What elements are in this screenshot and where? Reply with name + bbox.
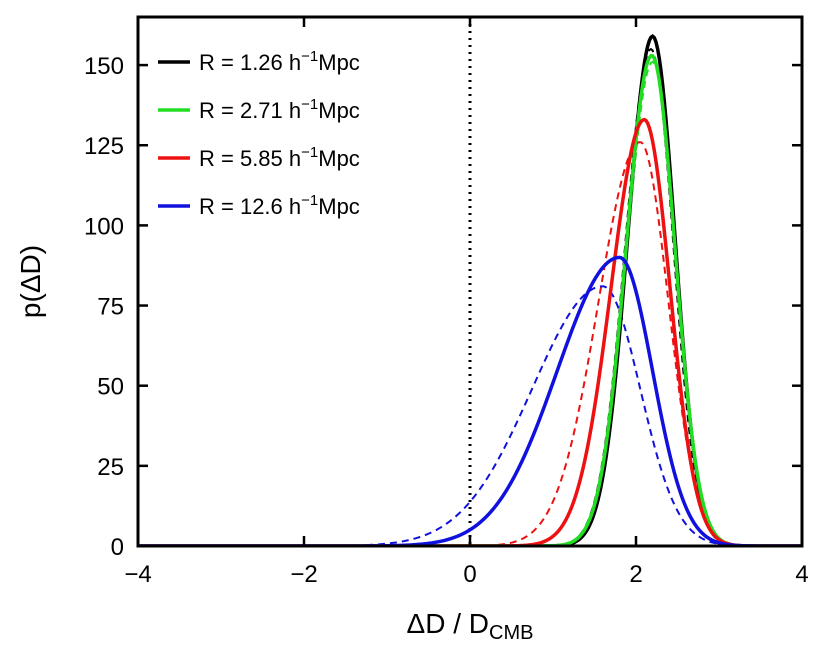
series-4-dashed-line [138,285,802,546]
legend: R = 1.26 h−1Mpc R = 2.71 h−1Mpc R = 5.85 h… [158,48,360,219]
series-4-solid-line [138,255,802,546]
y-tick-label: 0 [111,534,124,561]
y-tick-label: 150 [84,53,124,80]
x-axis-label-sub: CMB [489,622,533,644]
y-tick-label: 25 [97,454,124,481]
y-tick-label: 75 [97,294,124,321]
y-tick-label: 50 [97,374,124,401]
y-axis-label: p(ΔD) [15,245,46,318]
series-2-solid-line [138,53,802,546]
series-3-solid-line [138,117,802,546]
x-tick-label: 0 [463,561,476,588]
y-tick-label: 100 [84,213,124,240]
legend-entry-label: R = 1.26 h−1Mpc [199,48,360,75]
y-tick-label: 125 [84,133,124,160]
x-tick-label: −2 [290,561,317,588]
x-tick-label: 4 [795,561,808,588]
plot-frame [136,15,804,548]
legend-entry-label: R = 2.71 h−1Mpc [199,96,360,123]
legend-entry-label: R = 12.6 h−1Mpc [199,192,360,219]
x-tick-label: −4 [124,561,151,588]
x-axis-label: ΔD / DCMB [407,608,534,644]
x-tick-label: 2 [629,561,642,588]
legend-entry-label: R = 5.85 h−1Mpc [199,144,360,171]
x-axis-label-main: ΔD / D [407,608,489,639]
